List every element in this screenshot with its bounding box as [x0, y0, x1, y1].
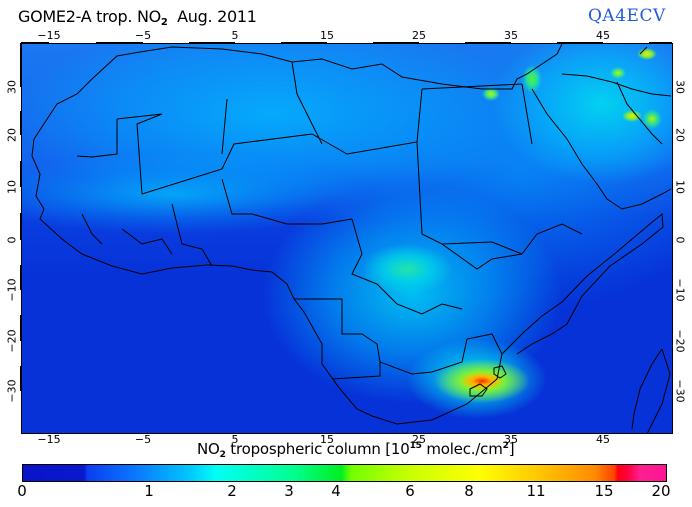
- colorbar-title-end: ]: [508, 440, 515, 458]
- left-lat-tick-label: 30: [5, 80, 19, 94]
- colorbar-title-mid: tropospheric column [10: [225, 440, 410, 458]
- top-lon-tick-label: −15: [37, 29, 61, 42]
- colorbar-tick-label: 11: [526, 482, 546, 500]
- arabia-coastline: [531, 73, 672, 210]
- top-lon-tick-label: 5: [231, 29, 239, 42]
- top-lon-tick-label: 35: [504, 29, 518, 42]
- colorbar-tick-label: 1: [144, 482, 154, 500]
- right-lat-tick-label: 30: [673, 80, 687, 94]
- right-lat-tick-label: −10: [673, 278, 687, 302]
- left-lat-tick-label: −30: [5, 379, 19, 403]
- madagascar-outline: [631, 348, 671, 433]
- colorbar-title-unit-exponent: 2: [502, 441, 509, 451]
- africa-coastline: [31, 44, 664, 425]
- top-lon-tick-label: 25: [412, 29, 426, 42]
- bottom-lon-tick-label: −15: [37, 433, 61, 446]
- title-date: Aug. 2011: [167, 7, 257, 26]
- colorbar-title-no: NO: [197, 440, 220, 458]
- title-text: GOME2-A trop. NO: [18, 7, 161, 26]
- colorbar: [22, 464, 667, 482]
- right-lat-tick-label: −20: [673, 329, 687, 353]
- colorbar-tick-label: 20: [651, 482, 671, 500]
- colorbar-tick-label: 3: [284, 482, 294, 500]
- bottom-lon-tick-label: 5: [231, 433, 239, 446]
- top-lon-tick-label: −5: [134, 29, 152, 42]
- bottom-lon-tick-label: 25: [412, 433, 426, 446]
- colorbar-tick-label: 6: [405, 482, 415, 500]
- left-lat-tick-label: −20: [5, 329, 19, 353]
- title-subscript: 2: [160, 17, 168, 28]
- colorbar-tick-label: 0: [17, 482, 27, 500]
- colorbar-tick-label: 2: [227, 482, 237, 500]
- colorbar-tick-label: 4: [331, 482, 341, 500]
- right-lat-tick-label: −30: [673, 379, 687, 403]
- brand-logo-text: QA4ECV: [588, 6, 666, 26]
- bottom-lon-tick-label: 15: [320, 433, 334, 446]
- right-lat-tick-label: 20: [673, 128, 687, 142]
- no2-map: [21, 43, 673, 434]
- colorbar-title-subscript: 2: [219, 450, 226, 460]
- swaziland-outline: [493, 365, 507, 379]
- left-lat-tick-label: 0: [5, 236, 19, 244]
- right-lat-tick-label: 10: [673, 180, 687, 194]
- colorbar-title: NO2 tropospheric column [1015 molec./cm2…: [197, 440, 515, 460]
- bottom-lon-tick-label: 35: [504, 433, 518, 446]
- colorbar-tick-label: 8: [464, 482, 474, 500]
- colorbar-tick-label: 15: [594, 482, 614, 500]
- map-title: GOME2-A trop. NO2 Aug. 2011: [18, 7, 257, 28]
- internal-borders: [76, 61, 583, 380]
- top-lon-tick-label: 45: [596, 29, 610, 42]
- bottom-lon-tick-label: 45: [596, 433, 610, 446]
- bottom-lon-tick-label: −5: [134, 433, 152, 446]
- country-borders: [31, 44, 672, 433]
- left-lat-tick-label: 20: [5, 128, 19, 142]
- colorbar-title-exponent: 15: [409, 441, 422, 451]
- colorbar-title-unit: molec./cm: [421, 440, 503, 458]
- left-lat-tick-label: −10: [5, 278, 19, 302]
- lesotho-outline: [469, 383, 488, 397]
- left-lat-tick-label: 10: [5, 180, 19, 194]
- right-lat-tick-label: 0: [673, 236, 687, 244]
- top-lon-tick-label: 15: [320, 29, 334, 42]
